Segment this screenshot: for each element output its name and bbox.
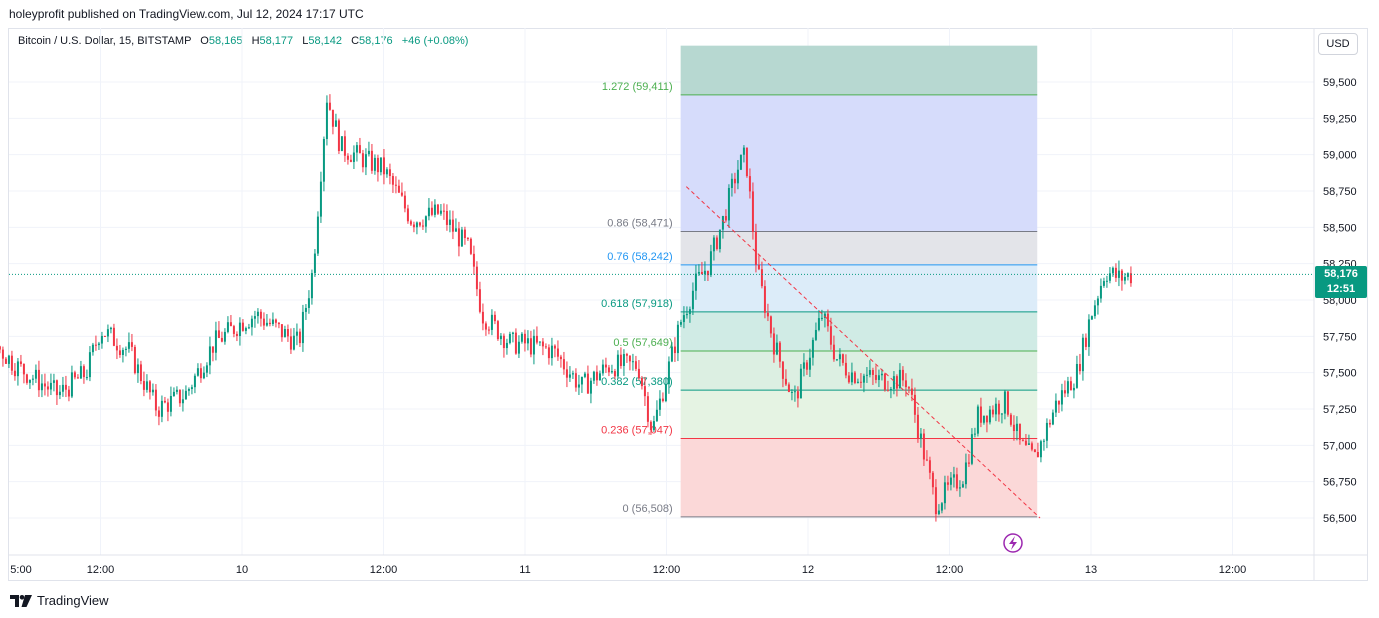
open-label: O <box>200 35 209 47</box>
candle-body <box>4 358 7 364</box>
countdown-timer: 12:51 <box>1326 283 1356 295</box>
open-value: 58,165 <box>208 35 243 47</box>
currency-button[interactable]: USD <box>1318 33 1358 55</box>
published-by-text: holeyprofit published on TradingView.com… <box>9 7 364 21</box>
change-value: +46 (+0.08%) <box>401 35 469 47</box>
last-price-value: 58,176 <box>1324 268 1358 280</box>
high-value: 58,177 <box>259 35 294 47</box>
low-value: 58,142 <box>308 35 343 47</box>
tradingview-brand: TradingView <box>37 593 109 608</box>
chart-frame <box>8 28 1368 581</box>
tradingview-footer[interactable]: TradingView <box>10 593 109 608</box>
low-label: L <box>302 35 309 47</box>
high-label: H <box>251 35 260 47</box>
close-value: 58,176 <box>359 35 393 47</box>
symbol-legend: Bitcoin / U.S. Dollar, 15, BITSTAMP O58,… <box>18 35 468 47</box>
candle-body <box>0 346 1 350</box>
symbol-name[interactable]: Bitcoin / U.S. Dollar, 15, BITSTAMP <box>18 35 192 47</box>
close-label: C <box>351 35 360 47</box>
tradingview-logo-icon <box>10 594 32 607</box>
candle-body <box>1 349 4 359</box>
last-price-badge: 58,176 12:51 <box>1315 266 1367 298</box>
